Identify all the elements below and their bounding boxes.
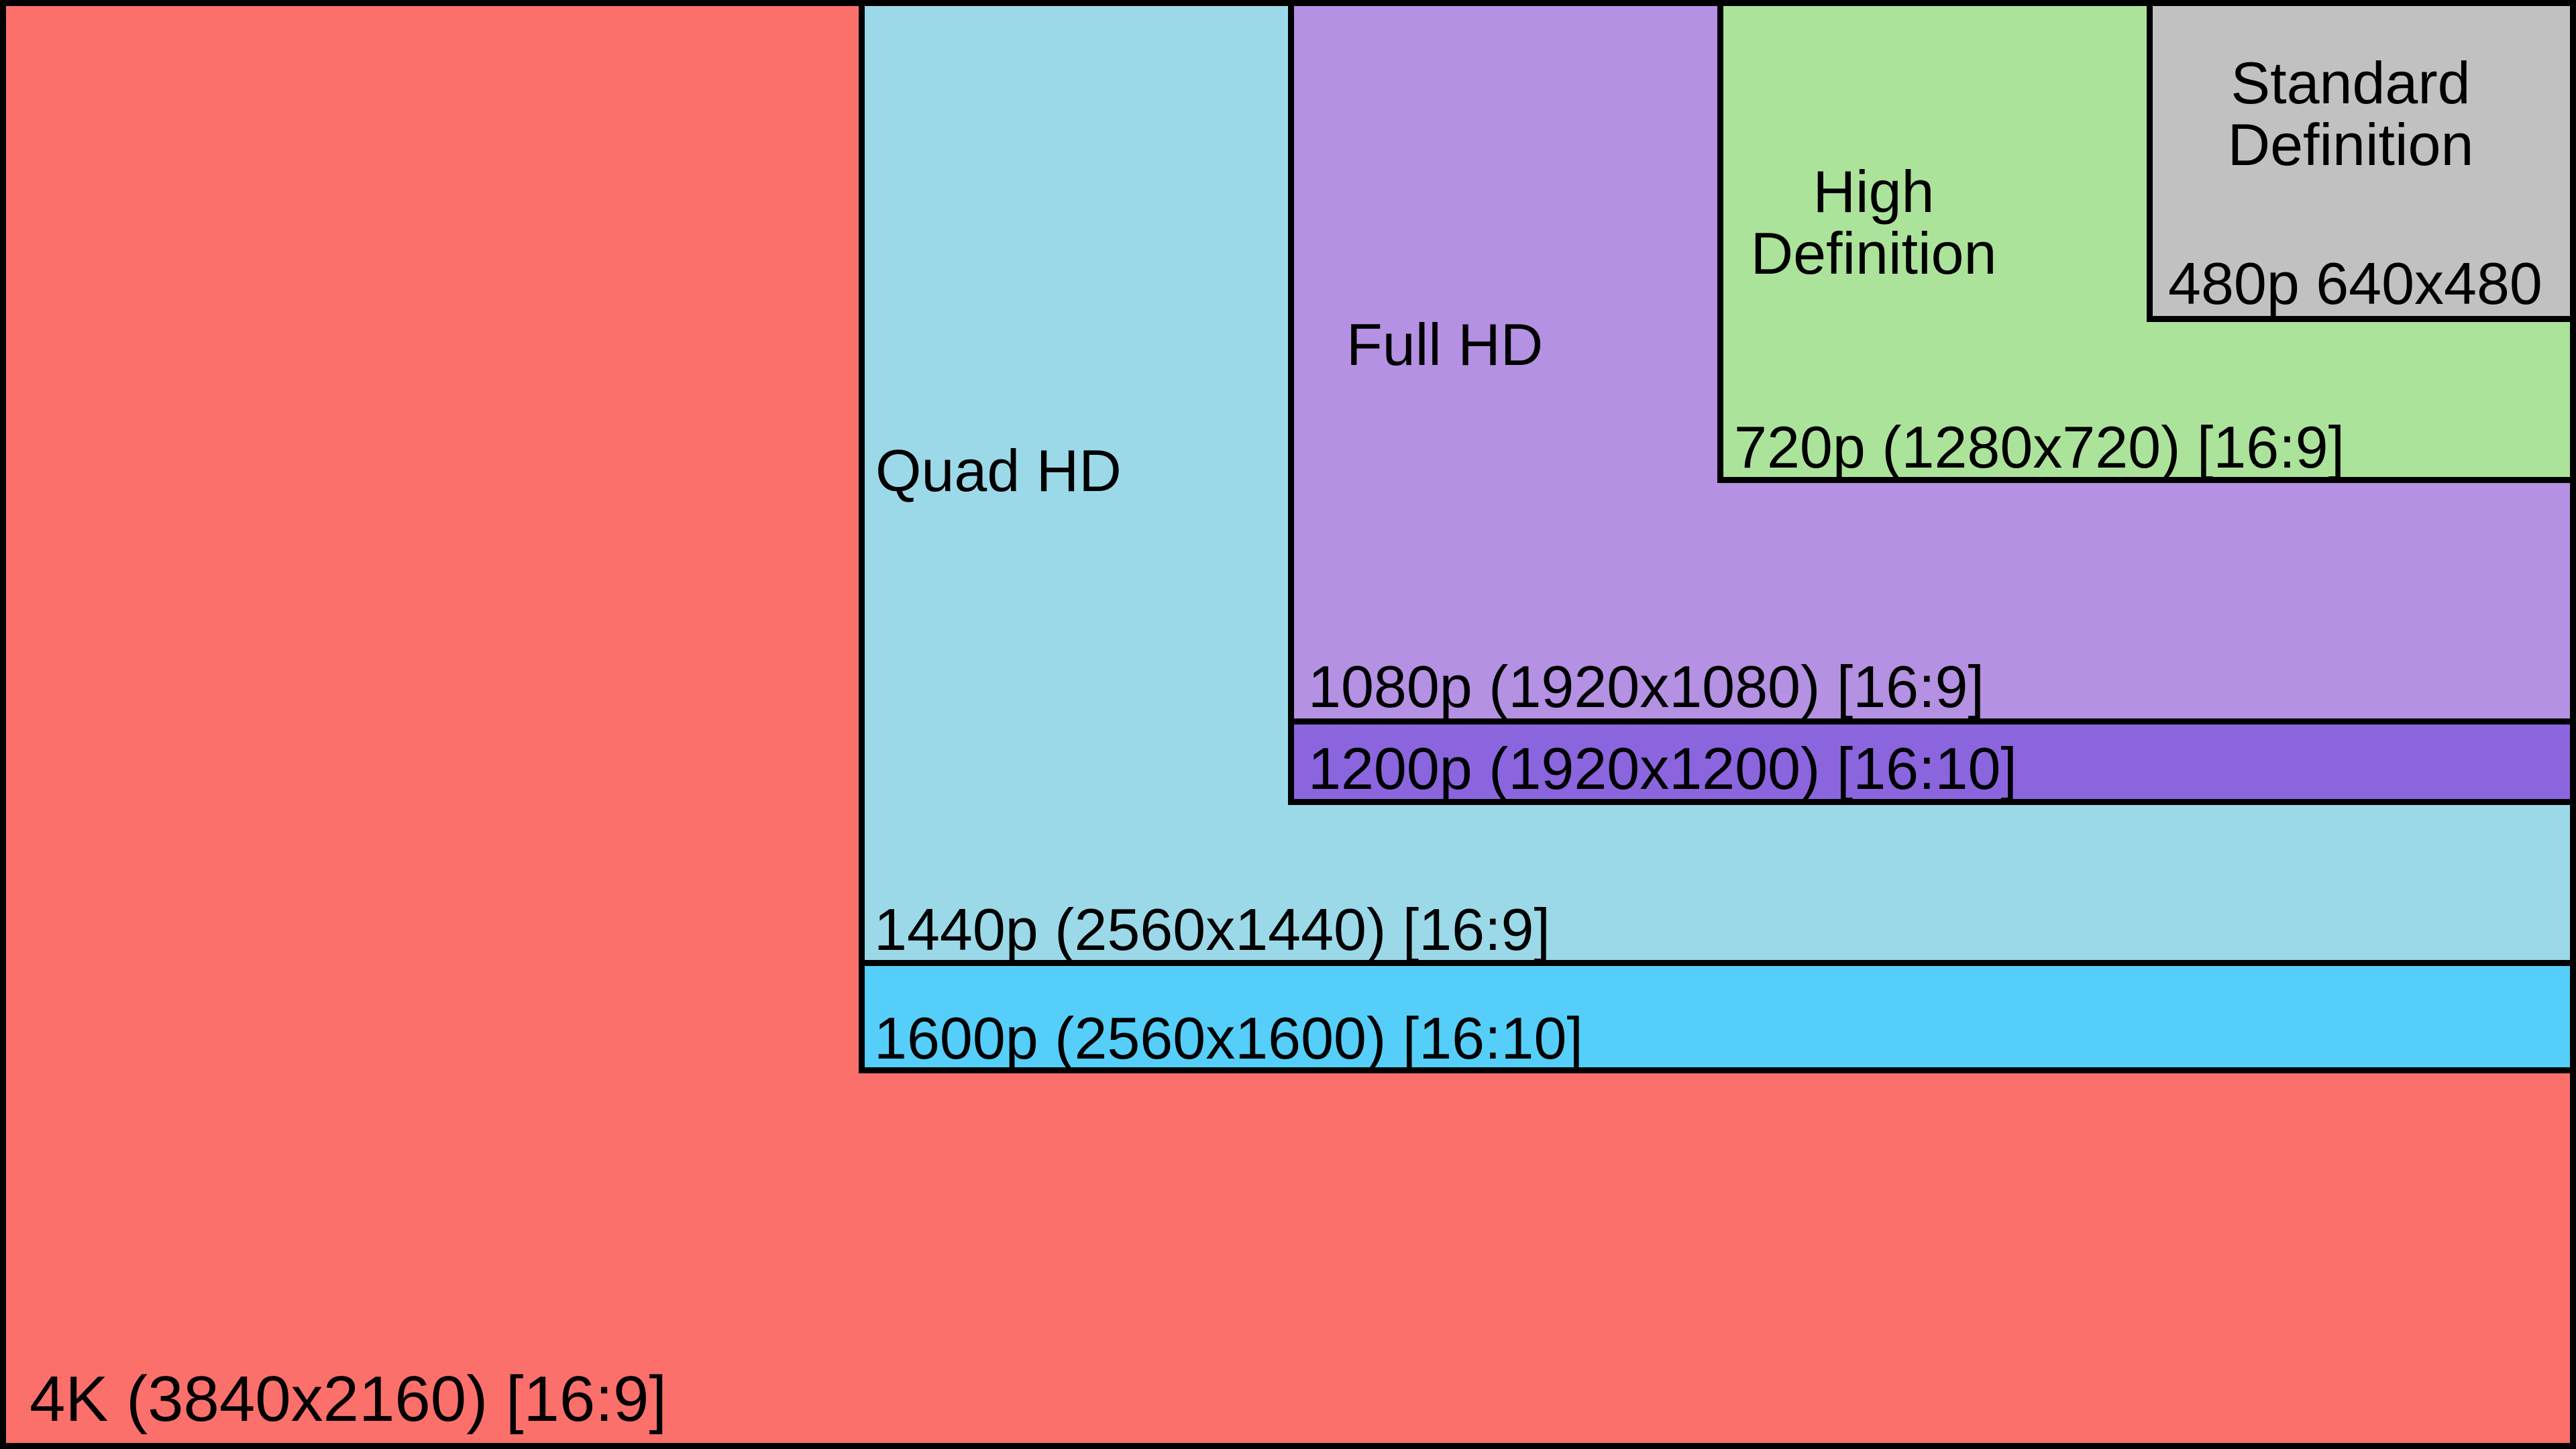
label-size-1600p: 1600p (2560x1600) [16:10] xyxy=(874,1005,1583,1071)
label-name-full-hd: Full HD xyxy=(1346,311,1544,378)
label-name-high-definition: High Definition xyxy=(1750,158,1997,286)
label-size-1440p: 1440p (2560x1440) [16:9] xyxy=(874,896,1550,963)
label-size-4k: 4K (3840x2160) [16:9] xyxy=(30,1363,667,1435)
label-size-720p: 720p (1280x720) [16:9] xyxy=(1734,414,2345,480)
label-size-480p: 480p 640x480 xyxy=(2168,250,2542,317)
label-name-standard-definition: Standard Definition xyxy=(2227,50,2474,178)
rect-480p-640x480 xyxy=(2147,0,2576,322)
label-size-1080p: 1080p (1920x1080) [16:9] xyxy=(1308,653,1984,720)
label-size-1200p: 1200p (1920x1200) [16:10] xyxy=(1308,735,2017,802)
label-name-quad-hd: Quad HD xyxy=(875,437,1122,504)
